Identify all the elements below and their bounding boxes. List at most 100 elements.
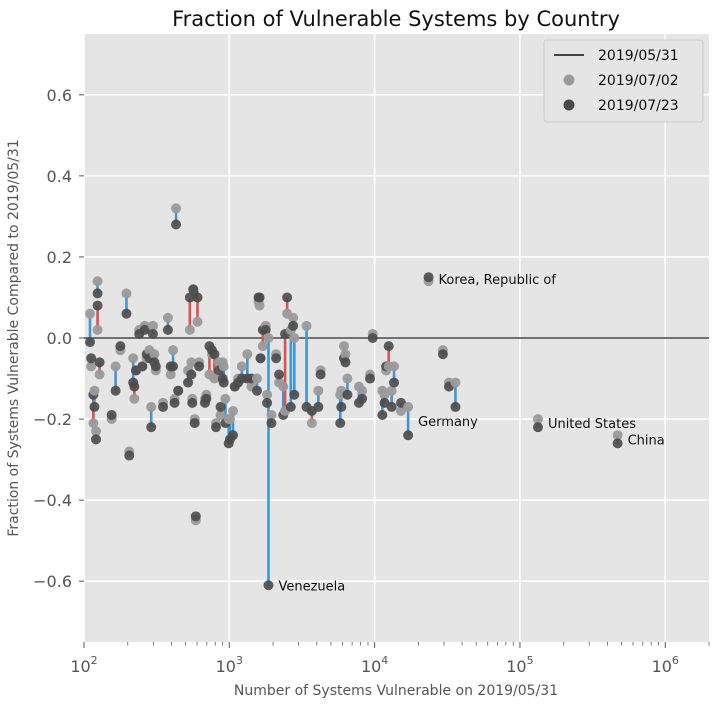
point-2019-07-02 bbox=[251, 373, 262, 384]
x-tick-base: 10 bbox=[70, 657, 90, 676]
point-2019-07-23 bbox=[94, 357, 105, 368]
x-tick-exponent: 3 bbox=[236, 654, 243, 667]
point-2019-07-02 bbox=[171, 203, 182, 214]
country-label: Venezuela bbox=[278, 579, 345, 594]
x-tick-exponent: 2 bbox=[91, 654, 98, 667]
point-2019-07-02 bbox=[262, 389, 273, 400]
point-2019-07-23 bbox=[139, 324, 150, 335]
point-2019-07-02 bbox=[121, 288, 132, 299]
x-tick-label: 106 bbox=[652, 654, 679, 676]
point-2019-07-23 bbox=[340, 357, 351, 368]
point-2019-07-02 bbox=[110, 361, 121, 372]
x-tick-base: 10 bbox=[506, 657, 526, 676]
y-tick-label: −0.4 bbox=[33, 491, 72, 510]
point-2019-07-23 bbox=[423, 272, 434, 283]
point-2019-07-02 bbox=[88, 418, 99, 429]
point-2019-07-23 bbox=[89, 401, 100, 412]
point-2019-07-23 bbox=[254, 292, 265, 303]
y-tick-label: 0.2 bbox=[47, 248, 72, 267]
point-2019-07-23 bbox=[377, 410, 388, 421]
legend: 2019/05/31 2019/07/02 2019/07/23 bbox=[543, 39, 704, 123]
point-2019-07-23 bbox=[146, 422, 157, 433]
point-2019-07-02 bbox=[450, 377, 461, 388]
point-2019-07-02 bbox=[338, 341, 349, 352]
point-2019-07-23 bbox=[532, 422, 543, 433]
point-2019-07-23 bbox=[274, 369, 285, 380]
point-2019-07-02 bbox=[168, 345, 179, 356]
point-2019-07-23 bbox=[227, 430, 238, 441]
x-tick-label: 104 bbox=[361, 654, 388, 676]
point-2019-07-23 bbox=[282, 292, 293, 303]
point-2019-07-02 bbox=[389, 361, 400, 372]
point-2019-07-23 bbox=[383, 341, 394, 352]
point-2019-07-23 bbox=[271, 353, 282, 364]
point-2019-07-23 bbox=[367, 333, 378, 343]
point-2019-07-23 bbox=[336, 401, 347, 412]
point-2019-07-23 bbox=[218, 377, 229, 388]
point-2019-07-02 bbox=[85, 308, 96, 319]
point-2019-07-23 bbox=[147, 328, 158, 339]
point-2019-07-23 bbox=[289, 389, 300, 400]
point-2019-07-02 bbox=[236, 361, 247, 372]
chart-title: Fraction of Vulnerable Systems by Countr… bbox=[172, 7, 620, 31]
y-tick-label: 0.4 bbox=[47, 167, 72, 186]
point-2019-07-02 bbox=[146, 401, 157, 412]
y-tick-label: −0.6 bbox=[33, 572, 72, 591]
x-tick-label: 103 bbox=[216, 654, 243, 676]
point-2019-07-23 bbox=[162, 324, 173, 335]
point-2019-07-23 bbox=[92, 300, 103, 311]
point-2019-07-02 bbox=[215, 410, 226, 421]
point-2019-07-23 bbox=[86, 353, 97, 364]
x-tick-label: 105 bbox=[506, 654, 533, 676]
point-2019-07-02 bbox=[289, 333, 300, 343]
point-2019-07-23 bbox=[124, 450, 135, 461]
point-2019-07-23 bbox=[450, 401, 461, 412]
point-2019-07-02 bbox=[301, 320, 312, 331]
point-2019-07-02 bbox=[184, 324, 195, 335]
point-2019-07-23 bbox=[187, 397, 198, 408]
point-2019-07-02 bbox=[91, 426, 102, 437]
point-2019-07-02 bbox=[92, 276, 103, 287]
point-2019-07-23 bbox=[266, 418, 277, 429]
point-2019-07-02 bbox=[92, 324, 103, 335]
point-2019-07-23 bbox=[437, 349, 448, 360]
point-2019-07-23 bbox=[209, 349, 220, 360]
point-2019-07-23 bbox=[92, 288, 103, 299]
point-2019-07-23 bbox=[168, 361, 179, 372]
point-2019-07-02 bbox=[224, 414, 235, 425]
point-2019-07-23 bbox=[263, 580, 274, 591]
point-2019-07-23 bbox=[121, 308, 132, 319]
y-tick-labels: 0.6 0.4 0.2 0.0 −0.2 −0.4 −0.6 bbox=[33, 86, 72, 591]
point-2019-07-23 bbox=[169, 397, 180, 408]
point-2019-07-23 bbox=[115, 341, 126, 352]
point-2019-07-23 bbox=[190, 511, 201, 522]
point-2019-07-23 bbox=[106, 410, 117, 421]
point-2019-07-23 bbox=[186, 369, 197, 380]
point-2019-07-23 bbox=[342, 389, 353, 400]
point-2019-07-23 bbox=[255, 353, 266, 364]
country-label: China bbox=[628, 433, 665, 448]
legend-box bbox=[543, 39, 704, 123]
annotations: Venezuela Germany Korea, Republic of United… bbox=[278, 273, 664, 594]
point-2019-07-23 bbox=[612, 438, 623, 449]
x-tick-exponent: 5 bbox=[527, 654, 534, 667]
point-2019-07-23 bbox=[357, 393, 368, 404]
point-2019-07-23 bbox=[91, 434, 102, 445]
point-2019-07-02 bbox=[86, 361, 97, 372]
markers bbox=[85, 203, 623, 591]
point-2019-07-02 bbox=[254, 300, 265, 311]
point-2019-07-23 bbox=[285, 401, 296, 412]
point-2019-07-02 bbox=[266, 410, 277, 421]
point-2019-07-23 bbox=[315, 369, 326, 380]
country-label: Germany bbox=[418, 415, 478, 430]
y-tick-label: −0.2 bbox=[33, 410, 72, 429]
point-2019-07-23 bbox=[288, 320, 299, 331]
point-2019-07-23 bbox=[183, 377, 194, 388]
point-2019-07-23 bbox=[201, 393, 212, 404]
point-2019-07-02 bbox=[220, 393, 231, 404]
point-2019-07-02 bbox=[192, 316, 203, 327]
point-2019-07-02 bbox=[288, 312, 299, 323]
point-2019-07-02 bbox=[89, 385, 100, 396]
point-2019-07-23 bbox=[171, 219, 182, 230]
